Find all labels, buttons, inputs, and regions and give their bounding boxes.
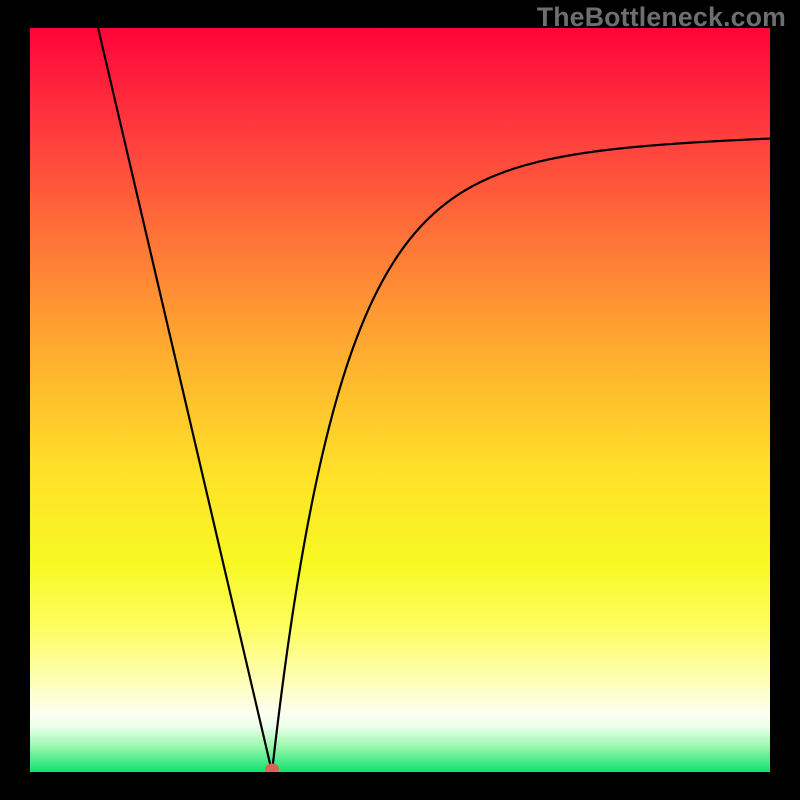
bottleneck-plot: [30, 28, 770, 772]
chart-frame: TheBottleneck.com: [0, 0, 800, 800]
plot-background: [30, 28, 770, 772]
